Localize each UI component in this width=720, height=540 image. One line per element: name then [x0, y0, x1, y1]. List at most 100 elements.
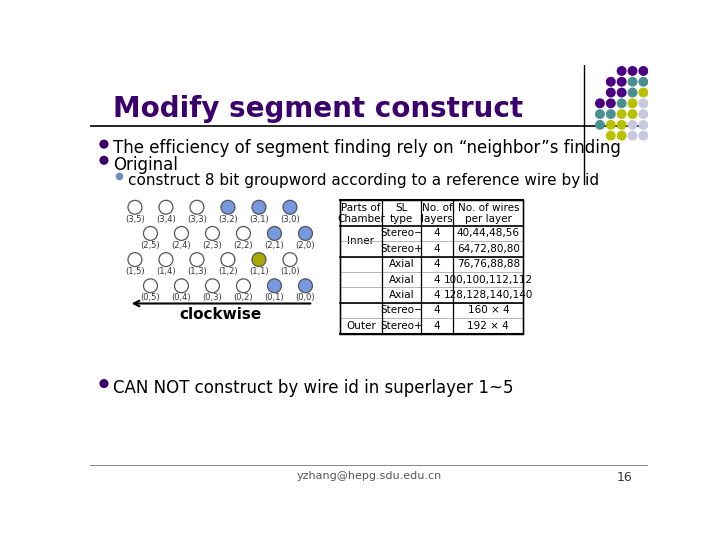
Circle shape — [128, 253, 142, 267]
Text: (1,3): (1,3) — [187, 267, 207, 276]
Circle shape — [100, 380, 108, 387]
Circle shape — [639, 88, 647, 97]
Circle shape — [639, 131, 647, 140]
Circle shape — [629, 78, 636, 86]
Text: (0,2): (0,2) — [233, 294, 253, 302]
Text: 40,44,48,56: 40,44,48,56 — [457, 228, 520, 239]
Text: (0,1): (0,1) — [265, 294, 284, 302]
Circle shape — [629, 131, 636, 140]
Text: 160 × 4: 160 × 4 — [467, 306, 509, 315]
Text: (2,1): (2,1) — [265, 241, 284, 250]
Circle shape — [174, 226, 189, 240]
Circle shape — [143, 279, 158, 293]
Circle shape — [639, 99, 647, 107]
Text: 64,72,80,80: 64,72,80,80 — [457, 244, 520, 254]
Text: (1,1): (1,1) — [249, 267, 269, 276]
Text: (0,3): (0,3) — [202, 294, 222, 302]
Text: (3,2): (3,2) — [218, 215, 238, 224]
Circle shape — [639, 78, 647, 86]
Text: Axial: Axial — [389, 259, 415, 269]
Text: 4: 4 — [434, 228, 441, 239]
Circle shape — [595, 99, 604, 107]
Circle shape — [283, 253, 297, 267]
Circle shape — [190, 253, 204, 267]
Circle shape — [639, 67, 647, 75]
Text: 4: 4 — [434, 321, 441, 331]
Circle shape — [143, 226, 158, 240]
Text: 100,100,112,112: 100,100,112,112 — [444, 275, 533, 285]
Circle shape — [100, 140, 108, 148]
Text: 4: 4 — [434, 306, 441, 315]
Text: construct 8 bit groupword according to a reference wire by id: construct 8 bit groupword according to a… — [128, 173, 599, 187]
Text: Modify segment construct: Modify segment construct — [113, 96, 523, 124]
Text: (2,4): (2,4) — [171, 241, 192, 250]
Circle shape — [606, 99, 615, 107]
Text: 192 × 4: 192 × 4 — [467, 321, 509, 331]
Text: Axial: Axial — [389, 290, 415, 300]
Text: (3,1): (3,1) — [249, 215, 269, 224]
Text: (1,4): (1,4) — [156, 267, 176, 276]
Circle shape — [606, 110, 615, 118]
Circle shape — [606, 78, 615, 86]
Text: No. of wires
per layer: No. of wires per layer — [458, 202, 519, 224]
Circle shape — [252, 253, 266, 267]
Circle shape — [252, 200, 266, 214]
Circle shape — [617, 88, 626, 97]
Circle shape — [174, 279, 189, 293]
Text: (3,5): (3,5) — [125, 215, 145, 224]
Text: (2,5): (2,5) — [140, 241, 161, 250]
Text: (1,5): (1,5) — [125, 267, 145, 276]
Text: (0,5): (0,5) — [140, 294, 161, 302]
Text: (1,2): (1,2) — [218, 267, 238, 276]
Circle shape — [629, 99, 636, 107]
Circle shape — [595, 120, 604, 129]
Circle shape — [617, 78, 626, 86]
Text: 4: 4 — [434, 244, 441, 254]
Circle shape — [299, 279, 312, 293]
Circle shape — [629, 88, 636, 97]
Text: CAN NOT construct by wire id in superlayer 1~5: CAN NOT construct by wire id in superlay… — [113, 379, 514, 397]
Circle shape — [629, 67, 636, 75]
Circle shape — [159, 253, 173, 267]
Circle shape — [639, 110, 647, 118]
Bar — [340, 200, 523, 334]
Text: (0,0): (0,0) — [296, 294, 315, 302]
Circle shape — [267, 279, 282, 293]
Text: (0,4): (0,4) — [171, 294, 192, 302]
Text: 4: 4 — [434, 290, 441, 300]
Circle shape — [617, 131, 626, 140]
Circle shape — [159, 200, 173, 214]
Text: 4: 4 — [434, 275, 441, 285]
Circle shape — [617, 67, 626, 75]
Text: (1,0): (1,0) — [280, 267, 300, 276]
Circle shape — [128, 200, 142, 214]
Text: (2,2): (2,2) — [233, 241, 253, 250]
Text: SL
type: SL type — [390, 202, 413, 224]
Circle shape — [299, 226, 312, 240]
Circle shape — [190, 200, 204, 214]
Text: (3,4): (3,4) — [156, 215, 176, 224]
Circle shape — [595, 110, 604, 118]
Circle shape — [629, 120, 636, 129]
Text: (2,3): (2,3) — [202, 241, 222, 250]
Circle shape — [283, 200, 297, 214]
Circle shape — [221, 253, 235, 267]
Circle shape — [617, 120, 626, 129]
Text: Stereo−: Stereo− — [380, 228, 423, 239]
Circle shape — [205, 226, 220, 240]
Text: 4: 4 — [434, 259, 441, 269]
Text: clockwise: clockwise — [180, 307, 262, 322]
Text: Inner: Inner — [347, 236, 374, 246]
Circle shape — [221, 200, 235, 214]
Text: The efficiency of segment finding rely on “neighbor”s finding: The efficiency of segment finding rely o… — [113, 139, 621, 158]
Circle shape — [205, 279, 220, 293]
Circle shape — [639, 120, 647, 129]
Circle shape — [267, 226, 282, 240]
Text: 76,76,88,88: 76,76,88,88 — [456, 259, 520, 269]
Circle shape — [606, 88, 615, 97]
Circle shape — [606, 120, 615, 129]
Circle shape — [100, 157, 108, 164]
Text: 16: 16 — [617, 470, 632, 484]
Text: Parts of
Chamber: Parts of Chamber — [337, 202, 384, 224]
Text: Stereo+: Stereo+ — [380, 321, 423, 331]
